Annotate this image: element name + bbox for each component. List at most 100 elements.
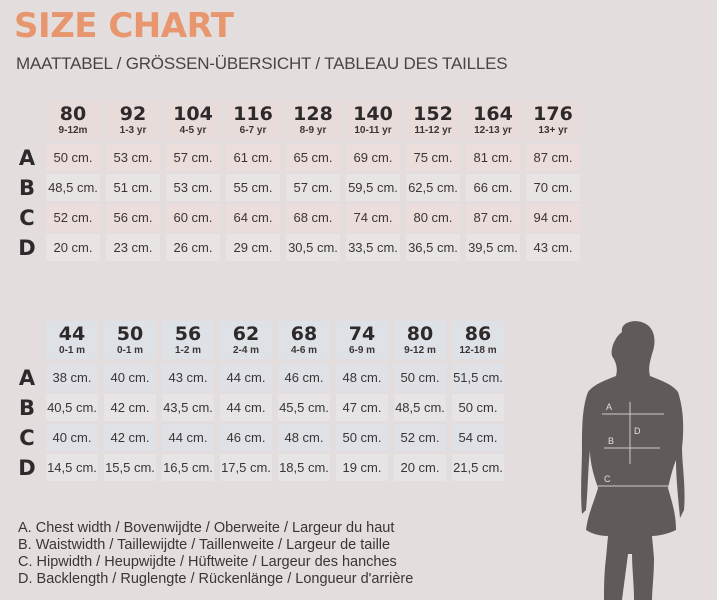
size-number: 56: [174, 323, 202, 345]
measurement-cell: 44 cm.: [220, 364, 272, 391]
size-age-range: 9-12m: [58, 125, 88, 136]
measurement-legend: A. Chest width / Bovenwijdte / Oberweite…: [18, 520, 413, 588]
measurement-cell: 18,5 cm.: [278, 454, 330, 481]
measurement-cell: 42 cm.: [104, 394, 156, 421]
measurement-cell: 16,5 cm.: [162, 454, 214, 481]
measurement-cell: 21,5 cm.: [452, 454, 504, 481]
measurement-row: D 20 cm. 23 cm. 26 cm. 29 cm. 30,5 cm. 33,5 cm…: [14, 234, 580, 261]
size-chart-title: SIZE CHART: [14, 6, 234, 46]
size-number: 80: [406, 323, 434, 345]
measurement-cell: 48 cm.: [278, 424, 330, 451]
measurement-cell: 51 cm.: [106, 174, 160, 201]
measurement-cell: 20 cm.: [46, 234, 100, 261]
figure-label-d: D: [634, 426, 641, 436]
size-header-cell: 104 4-5 yr: [166, 101, 220, 141]
size-header-cell: 140 10-11 yr: [346, 101, 400, 141]
measurement-cell: 46 cm.: [220, 424, 272, 451]
measurement-cell: 39,5 cm.: [466, 234, 520, 261]
header-corner: [14, 101, 40, 141]
measurement-cell: 48,5 cm.: [46, 174, 100, 201]
figure-label-b: B: [608, 436, 614, 446]
legend-item-hip: C. Hipwidth / Heupwijdte / Hüftweite / L…: [18, 554, 397, 570]
measurement-cell: 55 cm.: [226, 174, 280, 201]
measurement-cell: 14,5 cm.: [46, 454, 98, 481]
size-number: 80: [59, 103, 87, 125]
size-age-range: 0-1 m: [116, 345, 144, 356]
size-number: 44: [58, 323, 86, 345]
measurement-cell: 59,5 cm.: [346, 174, 400, 201]
measurement-cell: 40 cm.: [46, 424, 98, 451]
size-age-range: 12-18 m: [459, 345, 497, 356]
size-age-range: 11-12 yr: [414, 125, 452, 136]
measurement-cell: 52 cm.: [394, 424, 446, 451]
size-age-range: 4-6 m: [290, 345, 318, 356]
size-number: 104: [173, 103, 213, 125]
measurement-silhouette-figure: A B C D: [581, 321, 685, 600]
size-age-range: 10-11 yr: [354, 125, 392, 136]
measurement-row: C 52 cm. 56 cm. 60 cm. 64 cm. 68 cm. 74 cm. 80 …: [14, 204, 580, 231]
measurement-cell: 43 cm.: [526, 234, 580, 261]
size-age-range: 6-7 yr: [239, 125, 267, 136]
size-header-cell: 92 1-3 yr: [106, 101, 160, 141]
measurement-cell: 68 cm.: [286, 204, 340, 231]
silhouette-body: [581, 321, 685, 600]
measurement-cell: 56 cm.: [106, 204, 160, 231]
size-header-cell: 44 0-1 m: [46, 321, 98, 361]
measurement-cell: 30,5 cm.: [286, 234, 340, 261]
measurement-cell: 40 cm.: [104, 364, 156, 391]
size-number: 116: [233, 103, 273, 125]
measurement-cell: 26 cm.: [166, 234, 220, 261]
size-number: 152: [413, 103, 453, 125]
measurement-cell: 87 cm.: [526, 144, 580, 171]
row-label: A: [18, 365, 36, 390]
measurement-cell: 52 cm.: [46, 204, 100, 231]
size-header-cell: 128 8-9 yr: [286, 101, 340, 141]
measurement-cell: 81 cm.: [466, 144, 520, 171]
size-header-row: 80 9-12m 92 1-3 yr 104 4-5 yr 116 6-7 yr 128 8-9 …: [14, 101, 580, 141]
header-corner: [14, 321, 40, 361]
row-label: D: [18, 455, 36, 480]
measurement-cell: 66 cm.: [466, 174, 520, 201]
measurement-cell: 47 cm.: [336, 394, 388, 421]
measurement-cell: 48 cm.: [336, 364, 388, 391]
measurement-cell: 50 cm.: [394, 364, 446, 391]
measurement-cell: 43 cm.: [162, 364, 214, 391]
measurement-cell: 64 cm.: [226, 204, 280, 231]
size-age-range: 6-9 m: [348, 345, 376, 356]
measurement-cell: 51,5 cm.: [452, 364, 504, 391]
size-number: 68: [290, 323, 318, 345]
measurement-cell: 36,5 cm.: [406, 234, 460, 261]
legend-item-waist: B. Waistwidth / Taillewijdte / Taillenwe…: [18, 537, 391, 553]
measurement-row: C 40 cm. 42 cm. 44 cm. 46 cm. 48 cm. 50 cm. 52 …: [14, 424, 504, 451]
size-header-cell: 176 13+ yr: [526, 101, 580, 141]
baby-size-table: 44 0-1 m 50 0-1 m 56 1-2 m 62 2-4 m 68 4-6 m 74 6-9…: [8, 318, 510, 484]
measurement-row: A 50 cm. 53 cm. 57 cm. 61 cm. 65 cm. 69 cm. 75 …: [14, 144, 580, 171]
measurement-cell: 94 cm.: [526, 204, 580, 231]
measurement-cell: 80 cm.: [406, 204, 460, 231]
measurement-cell: 23 cm.: [106, 234, 160, 261]
legend-item-backlength: D. Backlength / Ruglengte / Rückenlänge …: [18, 571, 414, 587]
measurement-cell: 15,5 cm.: [104, 454, 156, 481]
measurement-cell: 75 cm.: [406, 144, 460, 171]
size-age-range: 4-5 yr: [179, 125, 207, 136]
measurement-cell: 70 cm.: [526, 174, 580, 201]
size-age-range: 1-2 m: [174, 345, 202, 356]
measurement-cell: 19 cm.: [336, 454, 388, 481]
size-header-cell: 152 11-12 yr: [406, 101, 460, 141]
size-header-cell: 62 2-4 m: [220, 321, 272, 361]
measurement-cell: 38 cm.: [46, 364, 98, 391]
size-header-cell: 80 9-12 m: [394, 321, 446, 361]
measurement-row: A 38 cm. 40 cm. 43 cm. 44 cm. 46 cm. 48 cm. 50 …: [14, 364, 504, 391]
row-label: B: [18, 395, 35, 420]
measurement-cell: 60 cm.: [166, 204, 220, 231]
figure-label-c: C: [604, 474, 611, 484]
size-number: 140: [353, 103, 393, 125]
measurement-cell: 53 cm.: [106, 144, 160, 171]
legend-item-chest: A. Chest width / Bovenwijdte / Oberweite…: [18, 520, 395, 536]
measurement-cell: 42 cm.: [104, 424, 156, 451]
measurement-row: D 14,5 cm. 15,5 cm. 16,5 cm. 17,5 cm. 18,5 cm…: [14, 454, 504, 481]
size-number: 164: [473, 103, 513, 125]
measurement-row: B 40,5 cm. 42 cm. 43,5 cm. 44 cm. 45,5 cm. 47 …: [14, 394, 504, 421]
size-number: 176: [533, 103, 573, 125]
size-age-range: 9-12 m: [404, 345, 436, 356]
